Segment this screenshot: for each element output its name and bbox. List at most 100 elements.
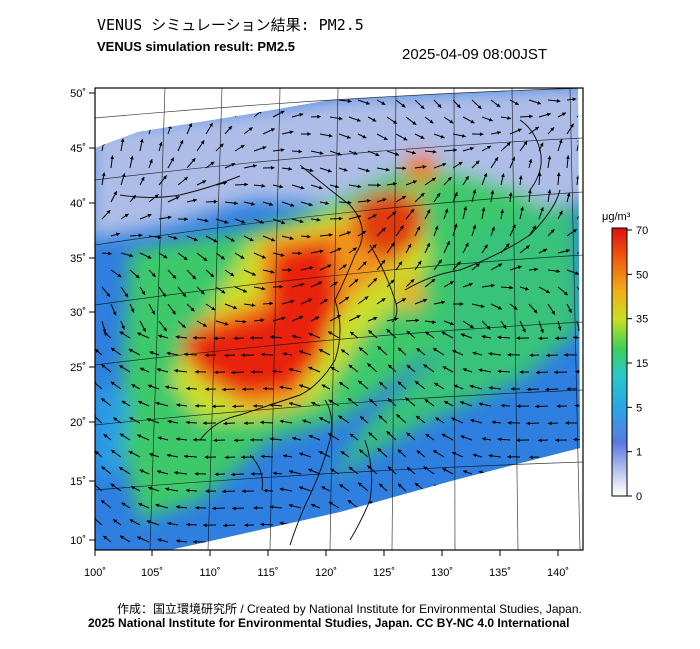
wind-arrow-head xyxy=(346,231,351,235)
lon-label: 140˚ xyxy=(547,567,569,579)
wind-arrow-head xyxy=(290,203,295,207)
wind-arrow-head xyxy=(300,282,305,287)
wind-arrow-head xyxy=(328,133,333,138)
wind-arrow-head xyxy=(289,469,293,474)
wind-arrow-head xyxy=(407,243,412,248)
wind-arrow-head xyxy=(469,324,474,329)
wind-arrow-head xyxy=(453,384,458,389)
wind-arrow-head xyxy=(460,435,465,439)
wind-arrow xyxy=(95,380,103,390)
wind-arrow-head xyxy=(193,539,197,544)
wind-arrow-head xyxy=(251,303,256,308)
wind-arrow-head xyxy=(280,110,285,115)
wind-arrow-head xyxy=(319,249,324,254)
wind-arrow-head xyxy=(423,466,428,471)
wind-arrow-head xyxy=(182,293,187,298)
wind-arrow-head xyxy=(268,202,273,206)
wind-arrow-head xyxy=(573,335,577,340)
wind-arrow-head xyxy=(318,451,323,455)
wind-arrow-head xyxy=(242,387,246,392)
wind-arrow-head xyxy=(298,149,303,154)
wind-arrow-head xyxy=(410,279,415,283)
wind-arrow-head xyxy=(149,351,154,355)
lon-label: 115˚ xyxy=(257,567,278,579)
wind-arrow-head xyxy=(261,352,265,357)
wind-arrow-head xyxy=(387,398,392,403)
wind-arrow-head xyxy=(333,281,338,286)
wind-arrow-head xyxy=(377,183,381,188)
lat-label: 30˚ xyxy=(70,307,86,319)
wind-arrow-head xyxy=(478,402,483,407)
wind-arrow-head xyxy=(117,273,122,277)
wind-arrow-head xyxy=(221,289,226,294)
wind-arrow-head xyxy=(506,142,511,147)
wind-arrow-head xyxy=(545,387,549,392)
wind-arrow-head xyxy=(568,308,572,313)
wind-arrow xyxy=(586,304,591,315)
wind-arrow-head xyxy=(269,301,274,306)
wind-arrow-head xyxy=(387,466,392,471)
wind-arrow-head xyxy=(390,279,395,284)
wind-arrow-head xyxy=(412,121,417,125)
colorbar-tick-label: 50 xyxy=(636,269,648,281)
wind-arrow-head xyxy=(396,414,401,419)
wind-arrow-head xyxy=(575,369,580,374)
wind-arrow-head xyxy=(402,166,407,171)
wind-arrow-head xyxy=(146,520,151,524)
wind-arrow-head xyxy=(328,399,333,404)
wind-arrow-head xyxy=(340,451,345,455)
wind-arrow-head xyxy=(195,403,199,408)
wind-arrow-head xyxy=(184,454,188,459)
wind-arrow-head xyxy=(572,229,577,233)
wind-arrow-head xyxy=(233,305,238,310)
wind-arrow-head xyxy=(214,370,218,375)
wind-arrow-head xyxy=(533,309,538,314)
wind-arrow-head xyxy=(509,285,514,290)
wind-arrow-head xyxy=(129,417,134,421)
wind-arrow-head xyxy=(556,404,561,409)
wind-arrow-head xyxy=(172,274,177,279)
wind-arrow-head xyxy=(121,325,125,330)
wind-arrow-head xyxy=(459,302,464,306)
wind-arrow-head xyxy=(288,401,293,406)
wind-arrow-head xyxy=(529,114,533,119)
wind-arrow-head xyxy=(470,418,475,423)
wind-arrow-head xyxy=(546,353,550,358)
wind-arrow-head xyxy=(205,489,210,494)
wind-arrow-head xyxy=(488,385,493,390)
wind-arrow-head xyxy=(406,364,411,369)
wind-arrow-head xyxy=(260,454,265,459)
wind-arrow-head xyxy=(357,184,362,189)
wind-arrow-head xyxy=(279,385,284,390)
wind-arrow-head xyxy=(392,211,397,216)
wind-arrow-head xyxy=(155,401,160,406)
wind-arrow-head xyxy=(244,523,248,528)
wind-arrow-head xyxy=(209,122,213,127)
wind-arrow-head xyxy=(410,208,415,213)
wind-arrow-head xyxy=(360,416,365,421)
wind-arrow-head xyxy=(165,385,170,390)
wind-arrow-head xyxy=(203,421,207,426)
wind-arrow-head xyxy=(260,522,265,527)
wind-arrow-head xyxy=(442,162,447,167)
wind-arrow-head xyxy=(112,311,117,316)
wind-arrow-head xyxy=(429,119,434,124)
wind-arrow-head xyxy=(292,334,296,339)
wind-arrow-head xyxy=(241,220,246,224)
wind-arrow-head xyxy=(507,454,511,459)
wind-arrow-head xyxy=(307,132,311,136)
wind-arrow-head xyxy=(147,384,152,389)
wind-arrow-head xyxy=(546,112,551,117)
wind-arrow-head xyxy=(263,488,268,493)
wind-arrow-head xyxy=(95,349,99,353)
wind-arrow-head xyxy=(319,417,324,421)
wind-arrow-head xyxy=(188,123,193,128)
wind-arrow-head xyxy=(449,119,454,124)
wind-arrow-head xyxy=(438,259,442,264)
wind-arrow-head xyxy=(488,351,493,356)
wind-arrow-head xyxy=(120,138,125,143)
wind-arrow-head xyxy=(441,433,446,438)
wind-arrow-head xyxy=(557,326,562,331)
wind-arrow-head xyxy=(565,249,570,253)
